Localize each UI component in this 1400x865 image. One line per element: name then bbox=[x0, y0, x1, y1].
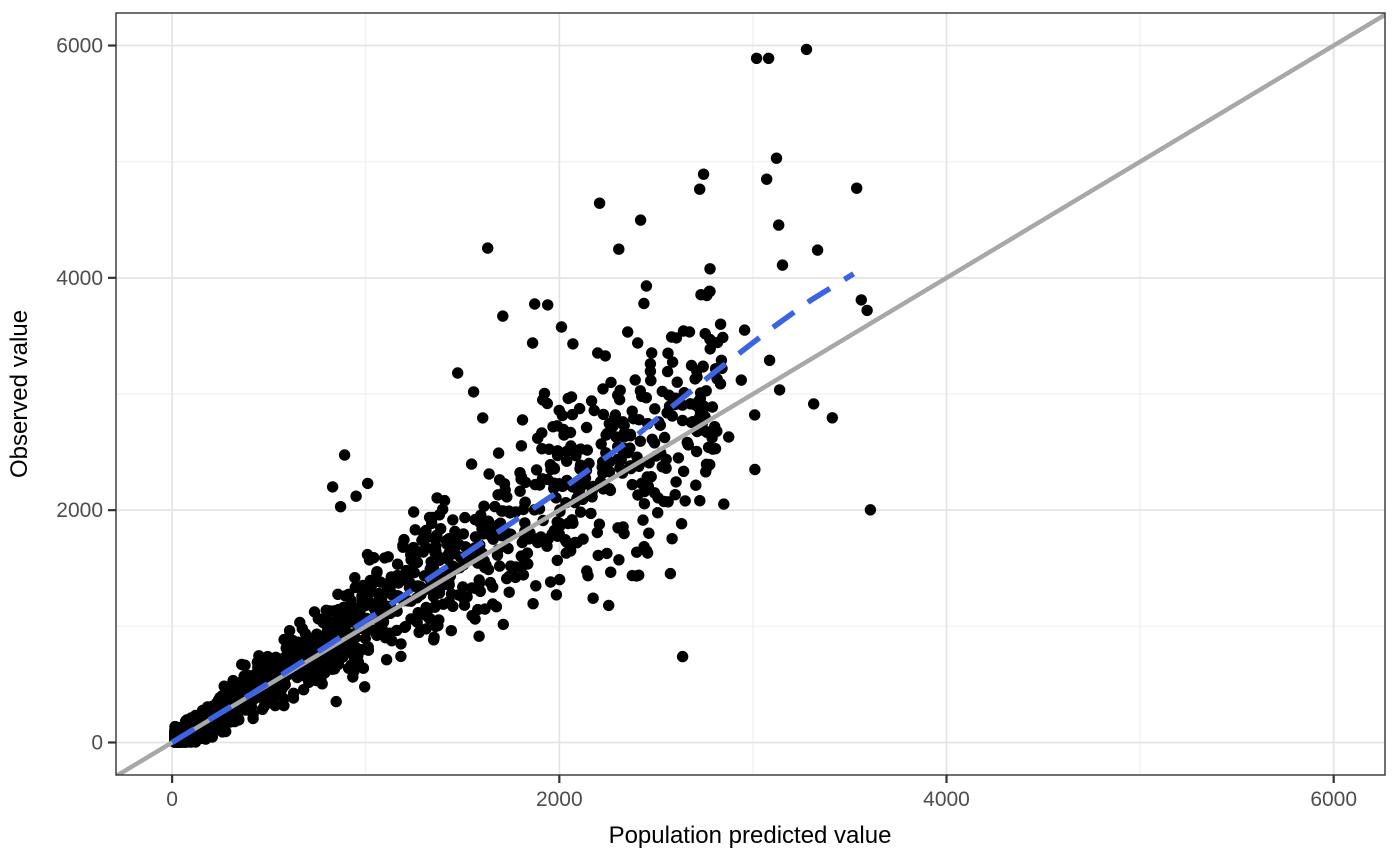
y-tick-label: 4000 bbox=[56, 267, 103, 290]
plot-area bbox=[116, 13, 1385, 775]
x-tick-label: 2000 bbox=[536, 788, 583, 811]
smooth-fit-line bbox=[170, 271, 856, 745]
panel-border bbox=[115, 12, 1386, 776]
y-tick-label: 2000 bbox=[56, 499, 103, 522]
x-tick-label: 4000 bbox=[923, 788, 970, 811]
x-tick-label: 6000 bbox=[1310, 788, 1357, 811]
plot-panel: 0 2000 4000 6000 0 2000 4000 6000 bbox=[56, 12, 1386, 811]
y-tick-label: 6000 bbox=[56, 35, 103, 58]
y-axis-title: Observed value bbox=[6, 310, 33, 478]
x-tick-label: 0 bbox=[166, 788, 178, 811]
grid-major bbox=[116, 13, 1385, 775]
scatter-points bbox=[169, 43, 877, 748]
y-tick-label: 0 bbox=[91, 731, 103, 754]
x-axis-title: Population predicted value bbox=[609, 822, 892, 849]
axes: 0 2000 4000 6000 0 2000 4000 6000 bbox=[56, 35, 1357, 811]
identity-line bbox=[116, 13, 1385, 775]
